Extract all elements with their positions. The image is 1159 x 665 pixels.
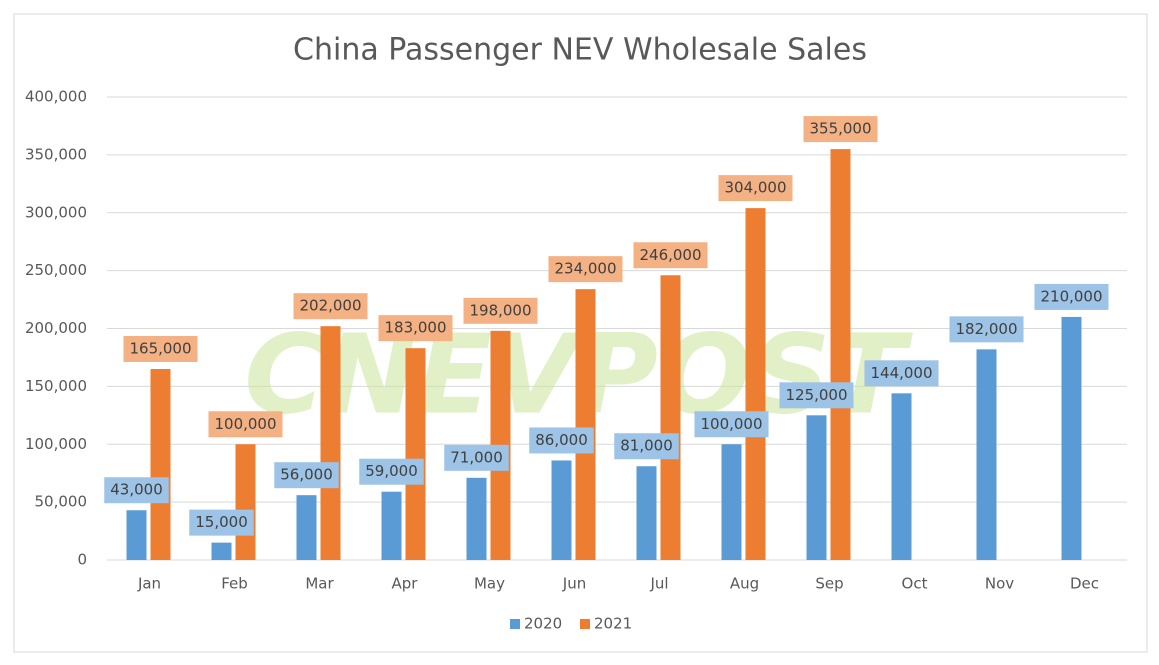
data-label-box — [123, 336, 198, 363]
y-tick-label: 250,000 — [25, 261, 87, 279]
data-label: 56,000 — [280, 466, 333, 484]
data-label-box — [779, 382, 854, 409]
y-tick-label: 400,000 — [25, 88, 87, 106]
bar — [636, 466, 657, 560]
bar — [466, 477, 487, 560]
data-label: 59,000 — [365, 462, 418, 480]
bar — [381, 491, 402, 560]
y-tick-label: 300,000 — [25, 203, 87, 221]
bar — [575, 289, 596, 560]
data-label: 15,000 — [195, 513, 248, 531]
bar — [1061, 316, 1082, 560]
data-label: 183,000 — [384, 319, 446, 337]
bar — [976, 349, 997, 560]
x-tick-label: May — [474, 575, 505, 593]
data-label: 71,000 — [450, 448, 503, 466]
data-label-box — [694, 411, 769, 438]
data-label: 144,000 — [870, 364, 932, 382]
data-label: 100,000 — [214, 415, 276, 433]
data-label-box — [293, 293, 368, 320]
bar — [320, 326, 341, 560]
data-label-box — [548, 256, 623, 283]
data-label: 210,000 — [1040, 287, 1102, 305]
legend-label: 2020 — [524, 615, 562, 633]
bar — [745, 208, 766, 560]
bar — [235, 444, 256, 560]
data-label: 125,000 — [785, 386, 847, 404]
x-tick-label: Feb — [221, 575, 248, 593]
y-tick-label: 350,000 — [25, 145, 87, 163]
data-label: 100,000 — [700, 415, 762, 433]
data-label-box — [633, 242, 708, 269]
data-label-box — [189, 509, 254, 536]
x-tick-label: Sep — [815, 575, 843, 593]
x-tick-label: Apr — [392, 575, 419, 593]
x-tick-label: Nov — [985, 575, 1014, 593]
data-label: 165,000 — [129, 340, 191, 358]
data-label: 198,000 — [469, 301, 531, 319]
y-tick-label: 0 — [77, 551, 87, 569]
data-label: 355,000 — [809, 120, 871, 138]
data-label-box — [104, 477, 169, 504]
bar — [806, 415, 827, 560]
legend-swatch — [510, 619, 520, 629]
bar — [150, 369, 171, 560]
bar — [126, 510, 147, 560]
data-label-box — [864, 360, 939, 387]
data-label-box — [208, 411, 283, 438]
data-label-box — [803, 116, 878, 143]
y-tick-label: 50,000 — [35, 493, 88, 511]
data-label-box — [378, 315, 453, 342]
data-label: 234,000 — [554, 260, 616, 278]
data-label-box — [949, 316, 1024, 343]
data-label-box — [529, 427, 594, 454]
y-tick-label: 150,000 — [25, 377, 87, 395]
chart-title: China Passenger NEV Wholesale Sales — [293, 33, 867, 68]
x-tick-label: Dec — [1070, 575, 1099, 593]
data-label: 304,000 — [724, 179, 786, 197]
data-label-box — [1034, 283, 1109, 310]
x-tick-label: Jan — [137, 575, 161, 593]
data-label-box — [444, 444, 509, 471]
x-tick-label: Jul — [649, 575, 668, 593]
data-label: 246,000 — [639, 246, 701, 264]
y-tick-label: 100,000 — [25, 435, 87, 453]
x-tick-label: Mar — [305, 575, 334, 593]
bar — [830, 149, 851, 560]
legend-label: 2021 — [594, 615, 632, 633]
data-label-box — [359, 458, 424, 485]
y-tick-label: 200,000 — [25, 319, 87, 337]
data-label: 81,000 — [620, 437, 673, 455]
data-label: 202,000 — [299, 297, 361, 315]
x-tick-label: Oct — [902, 575, 928, 593]
data-label-box — [614, 433, 679, 460]
data-label-box — [718, 175, 793, 202]
bar — [405, 348, 426, 560]
data-label: 43,000 — [110, 481, 163, 499]
data-label-box — [274, 462, 339, 489]
bar — [721, 444, 742, 560]
data-label: 86,000 — [535, 431, 588, 449]
bar — [296, 495, 317, 560]
data-label-box — [463, 297, 538, 324]
data-label: 182,000 — [955, 320, 1017, 338]
bar — [891, 393, 912, 560]
bar — [211, 542, 232, 560]
x-tick-label: Aug — [730, 575, 759, 593]
legend-swatch — [580, 619, 590, 629]
bar — [660, 275, 681, 560]
x-tick-label: Jun — [562, 575, 586, 593]
bar — [551, 460, 572, 560]
